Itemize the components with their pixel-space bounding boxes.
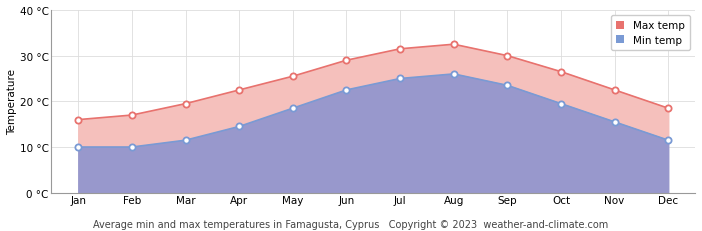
Y-axis label: Temperature: Temperature — [7, 69, 17, 135]
Legend: Max temp, Min temp: Max temp, Min temp — [611, 16, 690, 51]
Text: Average min and max temperatures in Famagusta, Cyprus   Copyright © 2023  weathe: Average min and max temperatures in Fama… — [93, 219, 609, 229]
